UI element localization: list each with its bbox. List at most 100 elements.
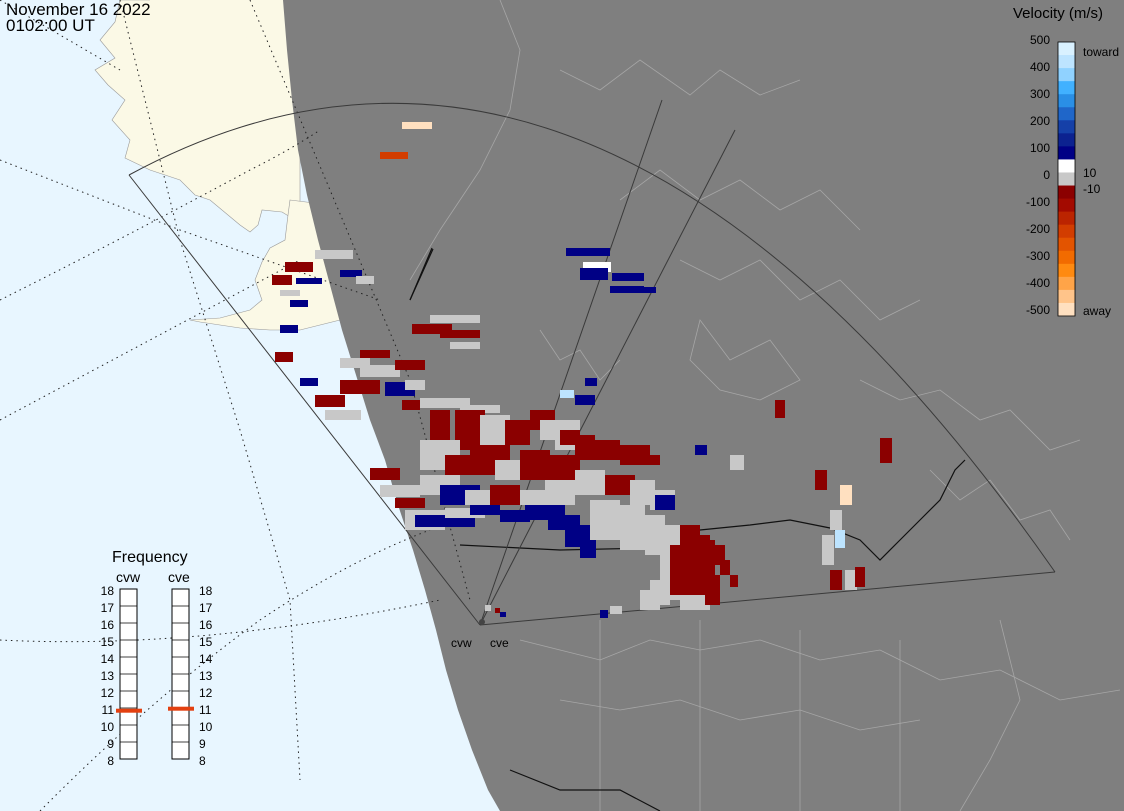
velocity-cell bbox=[290, 300, 308, 307]
velocity-cell bbox=[600, 610, 608, 618]
velocity-cell bbox=[315, 395, 345, 407]
frequency-tick-label: 15 bbox=[199, 635, 213, 649]
velocity-cell bbox=[412, 324, 452, 334]
date-label: November 16 2022 bbox=[6, 0, 151, 19]
cve-frequency-marker bbox=[168, 706, 194, 711]
velocity-cell bbox=[300, 378, 318, 386]
velocity-cell bbox=[620, 505, 645, 550]
frequency-tick-label: 16 bbox=[199, 618, 213, 632]
colorbar-swatch bbox=[1058, 185, 1075, 199]
frequency-tick-label: 8 bbox=[107, 754, 114, 768]
velocity-cell bbox=[272, 275, 292, 285]
velocity-cell bbox=[495, 608, 500, 613]
frequency-tick-label: 14 bbox=[199, 652, 213, 666]
frequency-tick-label: 12 bbox=[100, 686, 114, 700]
velocity-cell bbox=[590, 500, 620, 540]
velocity-cell bbox=[280, 290, 300, 296]
frequency-panel bbox=[116, 588, 194, 760]
velocity-cell bbox=[402, 400, 420, 410]
velocity-cell bbox=[485, 605, 491, 611]
cve-radar-label: cve bbox=[168, 569, 190, 585]
colorbar-swatch bbox=[1058, 133, 1075, 147]
colorbar-swatch bbox=[1058, 81, 1075, 95]
velocity-cell bbox=[340, 270, 362, 277]
velocity-cell bbox=[610, 286, 644, 293]
velocity-cell bbox=[612, 273, 644, 281]
velocity-cell bbox=[360, 350, 390, 358]
velocity-cell bbox=[730, 455, 744, 470]
colorbar-swatch bbox=[1058, 198, 1075, 213]
colorbar-swatch bbox=[1058, 237, 1075, 252]
colorbar-tick-label: 100 bbox=[1029, 141, 1050, 155]
velocity-cell bbox=[640, 590, 660, 610]
geographic-boundaries bbox=[409, 0, 1121, 811]
velocity-cell bbox=[500, 510, 530, 522]
velocity-cell bbox=[730, 575, 738, 587]
velocity-cell bbox=[835, 530, 845, 548]
velocity-cell bbox=[340, 380, 380, 394]
site-label-cvw: cvw bbox=[451, 636, 472, 650]
velocity-cell bbox=[470, 505, 500, 515]
colorbar-tick-label: 300 bbox=[1029, 87, 1050, 101]
away-label: away bbox=[1083, 304, 1112, 318]
velocity-cell bbox=[610, 606, 622, 614]
colorbar-swatch bbox=[1058, 159, 1075, 173]
velocity-cell bbox=[560, 430, 580, 445]
velocity-cell bbox=[575, 470, 605, 495]
colorbar-swatch bbox=[1058, 263, 1075, 278]
colorbar-tick-label: 200 bbox=[1029, 114, 1050, 128]
velocity-cell bbox=[505, 420, 530, 445]
positive-threshold-label: 10 bbox=[1083, 166, 1097, 180]
velocity-cell bbox=[285, 262, 313, 272]
colorbar-tick-label: 0 bbox=[1043, 168, 1050, 182]
velocity-cell bbox=[566, 248, 610, 256]
cvw-frequency-marker bbox=[116, 708, 142, 713]
colorbar-swatch bbox=[1058, 120, 1075, 134]
velocity-cell bbox=[315, 250, 353, 259]
time-label: 0102:00 UT bbox=[6, 16, 95, 35]
frequency-tick-label: 15 bbox=[100, 635, 114, 649]
frequency-tick-label: 8 bbox=[199, 754, 206, 768]
land-north bbox=[150, 0, 300, 50]
colorbar-swatch bbox=[1058, 302, 1075, 317]
velocity-cell bbox=[655, 495, 675, 510]
velocity-cell bbox=[430, 410, 450, 440]
frequency-tick-label: 11 bbox=[101, 703, 114, 717]
velocity-cell bbox=[490, 485, 520, 505]
colorbar-swatch bbox=[1058, 107, 1075, 121]
velocity-cell bbox=[540, 420, 560, 440]
velocity-colorbar bbox=[1057, 41, 1076, 317]
frequency-tick-label: 11 bbox=[199, 703, 212, 717]
colorbar-title: Velocity (m/s) bbox=[1013, 5, 1104, 22]
velocity-cell bbox=[340, 358, 370, 368]
velocity-cell bbox=[880, 438, 892, 463]
velocity-cell bbox=[815, 470, 827, 490]
velocity-cell bbox=[830, 510, 842, 530]
colorbar-swatch bbox=[1058, 224, 1075, 239]
colorbar-swatch bbox=[1058, 172, 1075, 186]
colorbar-swatch bbox=[1058, 42, 1075, 56]
velocity-cell bbox=[575, 395, 595, 405]
fov-divider bbox=[409, 248, 434, 301]
velocity-cell bbox=[296, 278, 322, 284]
velocity-cell bbox=[845, 570, 857, 590]
lat-lon-grid bbox=[0, 0, 471, 811]
frequency-tick-label: 13 bbox=[199, 669, 213, 683]
colorbar-swatch bbox=[1058, 276, 1075, 291]
velocity-cell bbox=[402, 122, 432, 129]
velocity-cell bbox=[405, 380, 425, 390]
colorbar-swatch bbox=[1058, 146, 1075, 160]
velocity-cell bbox=[380, 152, 408, 159]
velocity-cell bbox=[370, 468, 400, 480]
velocity-cell bbox=[420, 398, 470, 408]
velocity-cell bbox=[450, 342, 480, 349]
velocity-cell bbox=[695, 445, 707, 455]
velocity-cell bbox=[280, 325, 298, 333]
frequency-tick-label: 16 bbox=[100, 618, 114, 632]
velocity-cell bbox=[855, 567, 865, 587]
velocity-cell bbox=[583, 262, 611, 272]
frequency-tick-label: 10 bbox=[199, 720, 213, 734]
colorbar-tick-label: -400 bbox=[1025, 276, 1050, 290]
velocity-cell bbox=[440, 330, 480, 338]
colorbar-border bbox=[1057, 41, 1076, 317]
